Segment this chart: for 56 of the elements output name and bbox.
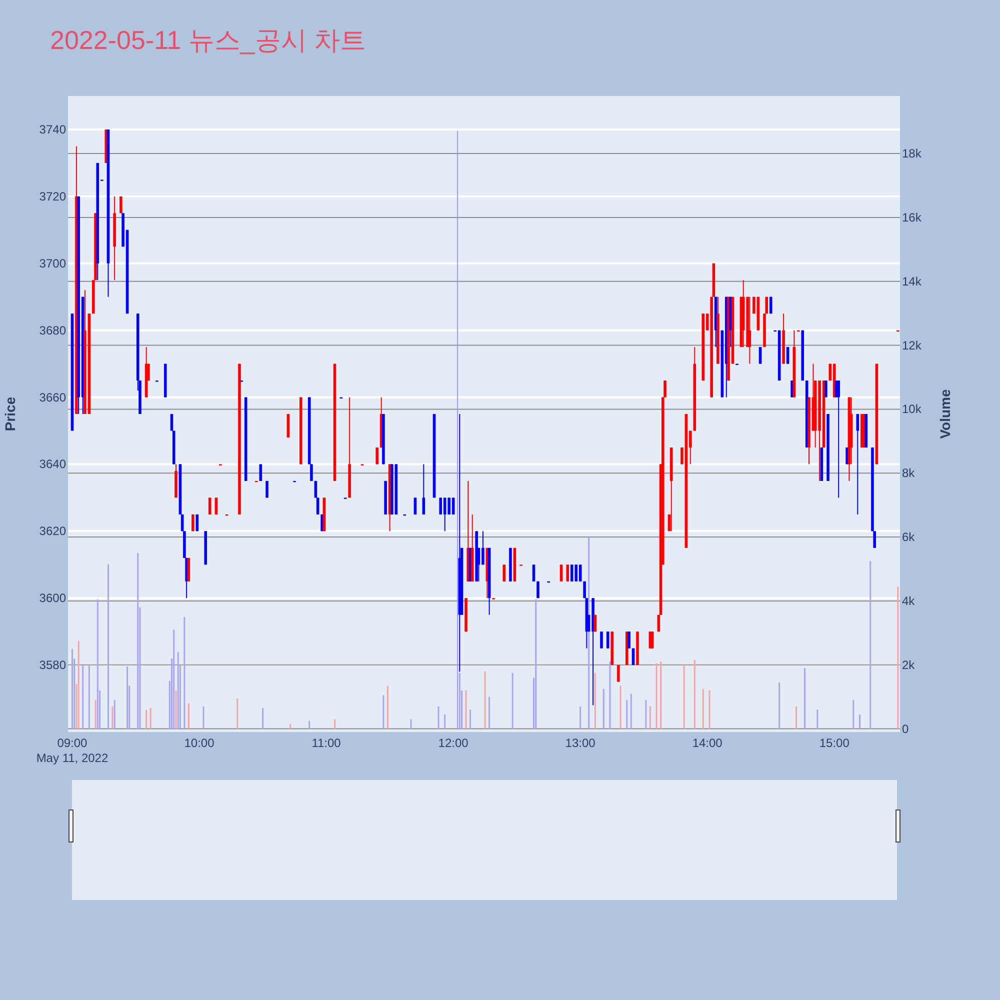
x-tick-label: 13:00 [565,736,596,750]
candlestick [208,497,212,515]
candlestick [578,564,582,582]
candlestick [422,464,426,515]
candlestick [502,564,506,582]
candlestick [566,564,570,582]
candlestick [617,664,620,682]
candlestick [443,497,446,532]
y2-tick-label: 0 [902,722,909,736]
x-tick-label: 11:00 [312,736,342,750]
y-axis-title: Price [2,396,18,432]
y-tick-label: 3720 [39,189,66,204]
y-tick-label: 3640 [39,457,66,472]
candlestick [786,346,790,364]
candlestick [570,564,574,582]
candlestick [824,380,828,398]
y2-tick-label: 6k [902,530,916,544]
x-tick-label: 12:00 [438,736,469,750]
text: May 11, 2022 [36,751,108,765]
candlestick [187,557,190,582]
y2-axis-title: Volume [937,389,953,439]
x-tick-label: 09:00 [57,736,88,750]
y2-tick-label: 18k [902,146,922,161]
y2-tick-label: 2k [902,658,916,672]
candlestick [439,497,442,515]
candlestick [482,530,484,566]
y2-tick-label: 16k [902,210,922,224]
y-tick-label: 3680 [39,323,66,338]
y-tick-label: 3580 [39,658,66,672]
y2-tick-label: 14k [902,274,922,288]
x-tick-label: 14:00 [692,736,723,750]
candlestick [837,380,840,498]
candlestick [448,497,450,515]
y-tick-label: 3620 [39,524,66,538]
y2-tick-label: 12k [902,338,922,352]
y2-tick-label: 10k [902,402,922,416]
candlestick [259,464,262,482]
candlestick [286,414,290,438]
candlestick [532,564,536,582]
chart-title: 2022-05-11 뉴스_공시 차트 [50,25,366,55]
candlestick [214,497,218,515]
y-tick-label: 3740 [39,122,66,136]
y-tick-label: 3700 [39,256,66,270]
candlestick [758,346,762,364]
y-tick-label: 3660 [39,390,66,404]
candlestick [452,497,455,515]
y2-tick-label: 4k [902,594,916,608]
x-tick-label: 15:00 [819,736,850,750]
x-tick-label: 10:00 [184,736,215,750]
y2-tick-label: 8k [902,466,916,480]
candlestick [574,564,578,582]
y-tick-label: 3600 [39,591,66,606]
candlestick [560,564,563,582]
candlestick [606,631,610,649]
candlestick [414,497,417,515]
candlestick [628,631,630,649]
